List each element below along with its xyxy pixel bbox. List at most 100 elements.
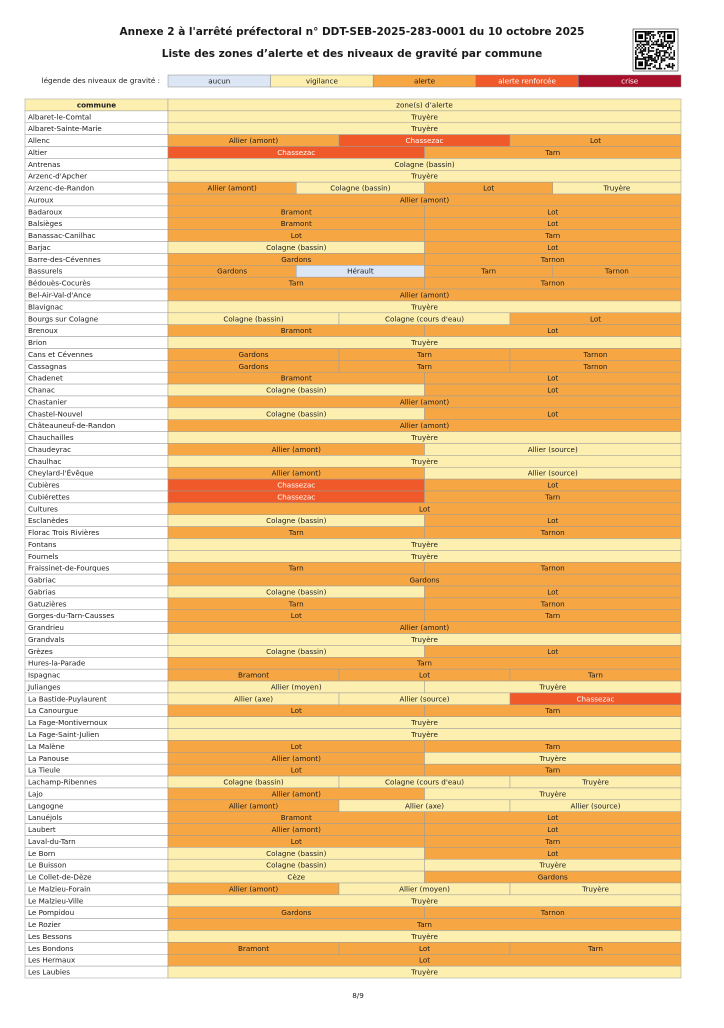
qr-module xyxy=(667,64,669,67)
zone-name: Truyère xyxy=(410,433,438,442)
subtitle: Liste des zones d’alerte et des niveaux … xyxy=(162,48,543,60)
zone-name: Truyère xyxy=(410,635,438,644)
qr-module xyxy=(667,42,669,44)
legend-item: vigilance xyxy=(306,77,339,86)
qr-module xyxy=(662,45,664,47)
zone-name: Tarnon xyxy=(540,564,565,573)
zone-name: Lot xyxy=(590,314,601,323)
qr-module xyxy=(649,55,651,57)
zone-name: Tarnon xyxy=(583,350,608,359)
zone-name: Allier (amont) xyxy=(229,801,279,810)
commune-name: Le Born xyxy=(28,849,55,858)
commune-name: Chastanier xyxy=(28,397,67,406)
commune-name: Cubières xyxy=(28,481,60,490)
qr-module xyxy=(657,39,659,41)
qr-module xyxy=(670,66,672,68)
qr-module xyxy=(652,59,655,62)
commune-name: Les Laubies xyxy=(28,968,70,977)
qr-module xyxy=(663,50,666,52)
zone-name: Tarnon xyxy=(583,362,608,371)
qr-module xyxy=(655,55,658,57)
qr-module xyxy=(651,31,653,33)
qr-module xyxy=(644,56,647,59)
zone-name: Colagne (bassin) xyxy=(394,160,454,169)
commune-name: Grandrieu xyxy=(28,623,64,632)
zone-name: Tarn xyxy=(288,564,304,573)
qr-module xyxy=(639,42,642,44)
qr-module xyxy=(646,43,648,46)
qr-module xyxy=(660,61,663,63)
qr-module xyxy=(659,64,661,67)
qr-module xyxy=(668,43,671,46)
zone-name: Tarnon xyxy=(540,599,565,608)
qr-module xyxy=(673,58,675,60)
commune-name: La Bastide-Puylaurent xyxy=(28,694,107,703)
qr-module xyxy=(665,51,667,54)
commune-name: Gatuzières xyxy=(28,599,67,608)
commune-name: Ispagnac xyxy=(28,671,60,680)
qr-module xyxy=(671,45,674,47)
zone-name: Gardons xyxy=(238,350,268,359)
zone-name: Gardons xyxy=(281,908,311,917)
qr-module xyxy=(670,56,672,59)
commune-name: Lanuéjols xyxy=(28,813,62,822)
zone-name: Truyère xyxy=(410,718,438,727)
qr-module xyxy=(635,47,637,49)
zone-name: Tarn xyxy=(544,742,560,751)
qr-module xyxy=(651,63,653,65)
qr-module xyxy=(635,53,637,55)
zone-name: Colagne (bassin) xyxy=(266,516,326,525)
zone-name: Truyère xyxy=(410,112,438,121)
qr-module xyxy=(638,51,640,54)
zone-name: Truyère xyxy=(410,730,438,739)
zone-name: Tarn xyxy=(544,766,560,775)
zone-name: Gardons xyxy=(409,576,439,585)
qr-module xyxy=(673,50,675,52)
zone-name: Tarn xyxy=(544,231,560,240)
qr-module xyxy=(668,53,671,55)
zone-name: Lot xyxy=(547,587,558,596)
qr-module xyxy=(657,51,659,54)
commune-name: Auroux xyxy=(28,195,54,204)
qr-module xyxy=(655,50,658,52)
commune-name: Chastel-Nouvel xyxy=(28,409,83,418)
qr-module xyxy=(659,50,661,52)
qr-module xyxy=(662,43,664,46)
zone-name: Allier (amont) xyxy=(400,623,450,632)
commune-name: Le Buisson xyxy=(28,861,67,870)
qr-module xyxy=(647,43,650,46)
commune-name: Allenc xyxy=(28,136,50,145)
qr-module xyxy=(668,45,671,47)
zone-name: Allier (amont) xyxy=(400,397,450,406)
qr-module xyxy=(671,42,674,44)
qr-module xyxy=(651,50,653,52)
zone-name: Allier (amont) xyxy=(272,469,322,478)
qr-module xyxy=(652,42,655,44)
zone-name: Colagne (bassin) xyxy=(266,861,326,870)
zone-name: Colagne (bassin) xyxy=(266,849,326,858)
qr-module xyxy=(654,61,656,63)
qr-module xyxy=(657,40,659,43)
qr-module xyxy=(660,43,663,46)
zone-name: Colagne (bassin) xyxy=(266,647,326,656)
commune-name: Laubert xyxy=(28,825,56,834)
qr-module xyxy=(649,45,651,47)
qr-module xyxy=(665,50,667,52)
qr-module xyxy=(639,48,642,51)
commune-name: Banassac-Canilhac xyxy=(28,231,96,240)
commune-name: Cultures xyxy=(28,504,58,513)
commune-name: Fournels xyxy=(28,552,59,561)
zone-name: Truyère xyxy=(538,754,566,763)
zone-name: Tarnon xyxy=(540,255,565,264)
commune-name: Arzenc-de-Randon xyxy=(28,184,94,193)
qr-module xyxy=(668,55,671,57)
qr-module xyxy=(646,31,648,33)
qr-module xyxy=(662,59,664,62)
zone-name: Tarn xyxy=(544,148,560,157)
zone-name: Gardons xyxy=(238,362,268,371)
qr-module xyxy=(651,59,653,62)
zone-name: Lot xyxy=(419,671,430,680)
qr-module xyxy=(647,64,650,67)
qr-module xyxy=(647,40,650,43)
qr-module xyxy=(665,56,667,59)
